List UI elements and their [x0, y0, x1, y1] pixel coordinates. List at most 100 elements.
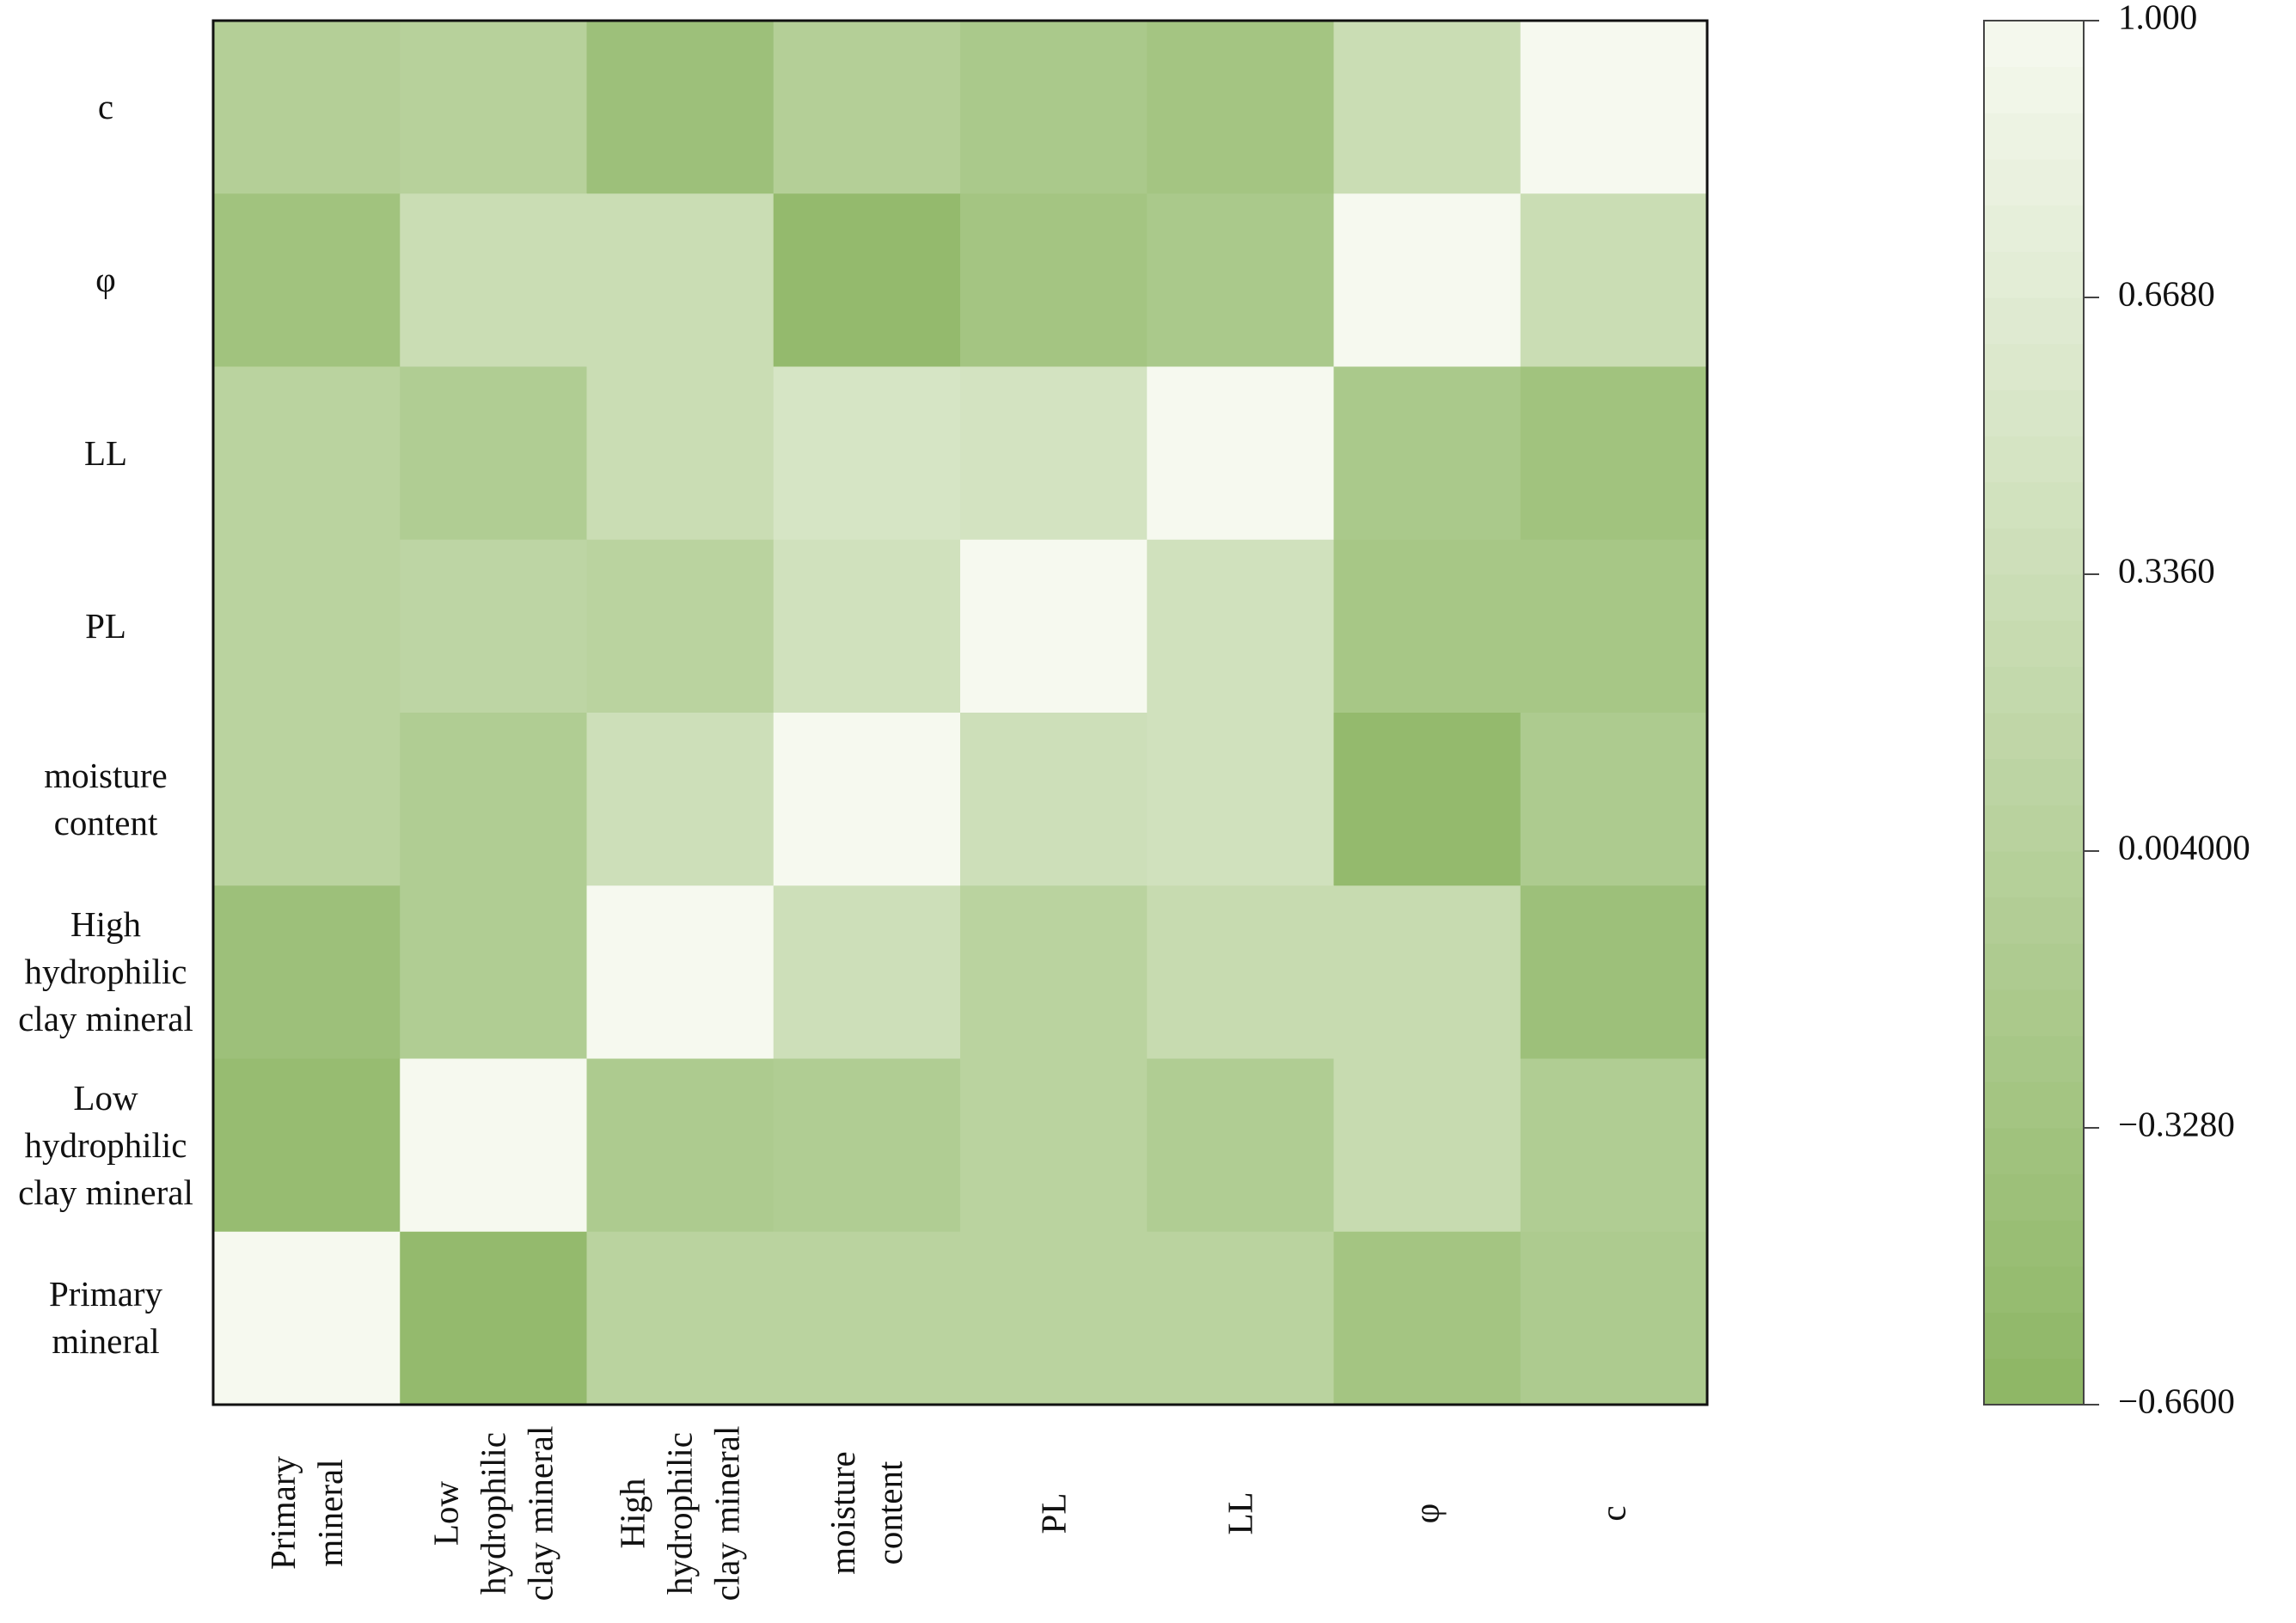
heatmap-cell [1333, 713, 1521, 886]
heatmap-cell [213, 1231, 401, 1406]
heatmap-cell [400, 713, 587, 886]
heatmap-cell [960, 1058, 1148, 1233]
heatmap-cell [400, 539, 587, 714]
colorbar-band [1984, 1081, 2084, 1129]
colorbar-band [1984, 481, 2084, 529]
colorbar-band [1984, 666, 2084, 714]
heatmap-cell [1147, 21, 1334, 194]
heatmap-cell [773, 193, 961, 367]
heatmap-cell [1520, 1058, 1708, 1233]
x-tick-label: moisture content [823, 1451, 910, 1575]
colorbar-tick-label: 0.004000 [2118, 827, 2250, 867]
heatmap-cell [960, 539, 1148, 714]
heatmap-cell [1520, 21, 1708, 194]
heatmap-cell [960, 366, 1148, 541]
heatmap-cell [400, 21, 587, 194]
heatmap-cell [400, 1058, 587, 1233]
heatmap-cell [213, 1058, 401, 1233]
colorbar-band [1984, 66, 2084, 113]
x-tick-label: Primary mineral [262, 1455, 350, 1571]
heatmap-cell [1333, 193, 1521, 367]
heatmap-cell [1147, 1058, 1334, 1233]
colorbar-band [1984, 389, 2084, 437]
heatmap-cell [1333, 366, 1521, 541]
colorbar-band [1984, 574, 2084, 622]
colorbar-band [1984, 805, 2084, 852]
heatmap-cell [773, 21, 961, 194]
heatmap-cell [213, 193, 401, 367]
heatmap-cell [773, 539, 961, 714]
heatmap-cell [586, 21, 775, 194]
heatmap-cell [960, 193, 1148, 367]
heatmap-cell [960, 713, 1148, 886]
colorbar-band [1984, 1220, 2084, 1267]
colorbar-band [1984, 436, 2084, 483]
colorbar-tick-label: −0.3280 [2118, 1104, 2235, 1143]
colorbar-band [1984, 1312, 2084, 1359]
y-tick-label: Primary mineral [48, 1274, 163, 1362]
heatmap-cell [773, 1231, 961, 1406]
heatmap-cell [960, 1231, 1148, 1406]
heatmap-cell [1147, 193, 1334, 367]
heatmap-cell [586, 1231, 775, 1406]
heatmap-cell [1333, 885, 1521, 1059]
x-tick-label: High hydrophilic clay mineral [612, 1425, 747, 1601]
heatmap-cell [960, 885, 1148, 1059]
y-tick-label: LL [83, 432, 128, 473]
y-tick-label: Low hydrophilic clay mineral [18, 1077, 193, 1212]
y-tick-label: φ [95, 260, 116, 300]
heatmap-cell [773, 885, 961, 1059]
heatmap-cell [1333, 1058, 1521, 1233]
heatmap-cell [400, 885, 587, 1059]
heatmap-cell [773, 713, 961, 886]
colorbar-band [1984, 1266, 2084, 1314]
y-tick-label: c [97, 87, 114, 127]
colorbar-tick-label: −0.6600 [2118, 1381, 2235, 1420]
heatmap-cell [586, 193, 775, 367]
colorbar-band [1984, 21, 2084, 68]
colorbar-band [1984, 251, 2084, 298]
colorbar-band [1984, 297, 2084, 345]
colorbar-band [1984, 1358, 2084, 1406]
colorbar-band [1984, 528, 2084, 575]
heatmap-cell [1520, 539, 1708, 714]
colorbar-band [1984, 343, 2084, 390]
heatmap-cell [586, 885, 775, 1059]
x-tick-label: c [1593, 1504, 1633, 1522]
colorbar-band [1984, 1035, 2084, 1082]
y-tick-label: moisture content [44, 755, 168, 842]
plot-frame [211, 19, 1709, 1406]
heatmap-cell [1520, 193, 1708, 367]
colorbar-band [1984, 943, 2084, 990]
colorbar-band [1984, 851, 2084, 898]
y-tick-label: PL [85, 605, 126, 646]
heatmap-cell [213, 21, 401, 194]
heatmap-cell [1520, 713, 1708, 886]
x-tick-label: LL [1220, 1491, 1260, 1535]
heatmap-cell [586, 366, 775, 541]
heatmap-cell [1147, 539, 1334, 714]
colorbar-tick-label: 0.6680 [2118, 273, 2215, 313]
colorbar-tick-label: 0.3360 [2118, 550, 2215, 590]
colorbar-band [1984, 159, 2084, 206]
colorbar-band [1984, 205, 2084, 252]
heatmap-cell [213, 885, 401, 1059]
heatmap-cell [1333, 21, 1521, 194]
heatmap-cell [213, 713, 401, 886]
heatmap-cell [960, 21, 1148, 194]
colorbar-tick-label: 1.000 [2118, 0, 2197, 36]
heatmap-cell [400, 366, 587, 541]
heatmap-cell [773, 366, 961, 541]
heatmap-cell [1333, 1231, 1521, 1406]
heatmap-cell [1147, 885, 1334, 1059]
colorbar-band [1984, 897, 2084, 944]
colorbar-band [1984, 713, 2084, 760]
heatmap-cell [213, 366, 401, 541]
heatmap-cell [773, 1058, 961, 1233]
colorbar-band [1984, 620, 2084, 667]
heatmap-cell [586, 713, 775, 886]
heatmap-cell [586, 539, 775, 714]
x-tick-label: Low hydrophilic clay mineral [426, 1425, 560, 1601]
